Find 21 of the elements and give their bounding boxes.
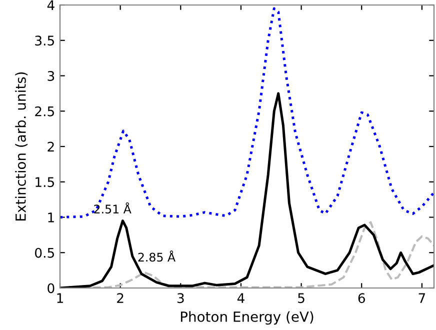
- y-tick-label: 3: [48, 70, 54, 81]
- annotation: 2.85 Å: [138, 250, 176, 262]
- x-tick-label: 7: [418, 293, 426, 303]
- y-tick-label: 3.5: [35, 36, 54, 46]
- y-tick-label: 2: [48, 142, 54, 152]
- y-tick-label: 1: [48, 212, 54, 222]
- x-tick-label: 2: [117, 293, 124, 303]
- x-tick-label: 4: [237, 293, 244, 303]
- x-axis-title: Photon Energy (eV): [180, 311, 314, 325]
- y-tick-label: 4: [47, 0, 54, 10]
- y-tick-label: 1.5: [36, 177, 54, 188]
- y-tick-label: 0: [48, 283, 54, 294]
- x-tick-label: 5: [298, 293, 304, 304]
- annotation: 2.51 Å: [94, 202, 132, 214]
- line-series: [60, 7, 434, 218]
- y-axis-title: Extinction (arb. units): [15, 72, 28, 220]
- x-tick-label: 3: [177, 293, 184, 304]
- y-tick-label: 0.5: [35, 248, 54, 258]
- y-tick-label: 2.5: [35, 106, 54, 116]
- x-tick-label: 1: [57, 293, 63, 303]
- x-tick-label: 6: [358, 293, 365, 304]
